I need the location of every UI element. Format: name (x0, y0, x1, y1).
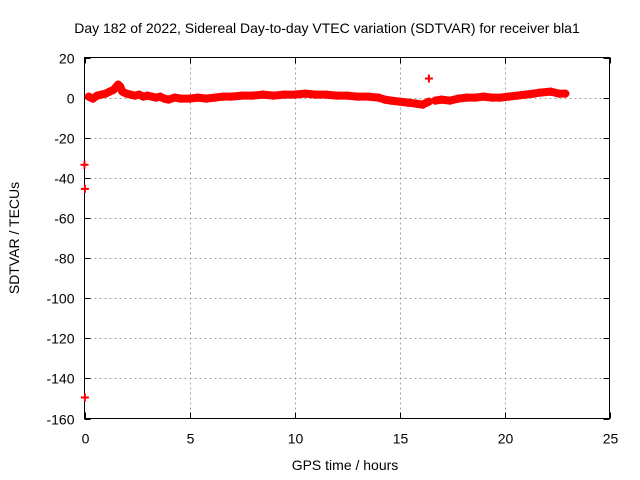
x-tick-labels: 0 5 10 15 20 25 (82, 431, 619, 447)
plot-frame (84, 57, 610, 419)
y-tick-label: -160 (46, 412, 74, 428)
y-tick-label: -20 (54, 131, 74, 147)
y-tick-label: -140 (46, 371, 74, 387)
y-tick-label: -80 (54, 251, 74, 267)
data-points (80, 74, 570, 402)
axis-ticks (84, 57, 611, 420)
y-tick-label: -100 (46, 291, 74, 307)
y-axis-label: SDTVAR / TECUs (6, 182, 22, 294)
data-point (80, 393, 89, 402)
data-point (80, 160, 89, 169)
y-tick-label: -40 (54, 171, 74, 187)
y-tick-label: -60 (54, 211, 74, 227)
x-tick-label: 25 (603, 431, 619, 447)
y-tick-label: -120 (46, 331, 74, 347)
x-axis-label: GPS time / hours (292, 457, 399, 473)
x-tick-label: 15 (393, 431, 409, 447)
data-point (424, 74, 433, 83)
data-point (80, 184, 89, 193)
x-tick-label: 5 (187, 431, 195, 447)
chart-title: Day 182 of 2022, Sidereal Day-to-day VTE… (74, 20, 580, 36)
x-tick-label: 0 (82, 431, 90, 447)
x-tick-label: 10 (288, 431, 304, 447)
y-tick-labels: 20 0 -20 -40 -60 -80 -100 -120 -140 -160 (46, 51, 74, 428)
grid-lines (84, 57, 610, 419)
y-tick-label: 20 (59, 51, 75, 67)
x-tick-label: 20 (498, 431, 514, 447)
y-tick-label: 0 (67, 91, 75, 107)
data-point-cluster (418, 97, 433, 109)
